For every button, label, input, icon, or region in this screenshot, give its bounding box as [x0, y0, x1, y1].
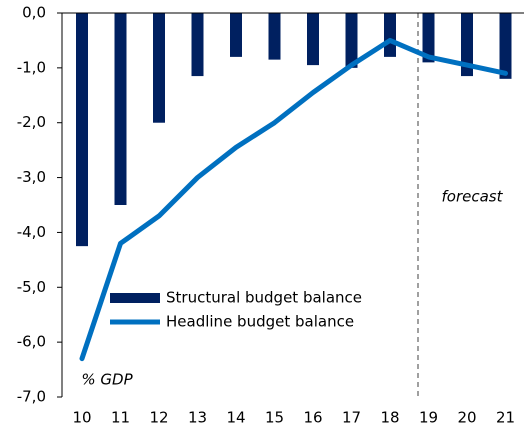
- line: [79, 37, 508, 362]
- x-tick-label: 13: [188, 409, 207, 427]
- y-tick-label: -3,0: [17, 168, 46, 186]
- bar: [268, 13, 281, 60]
- bar: [307, 13, 319, 66]
- bar: [499, 13, 512, 79]
- x-tick-label: 14: [226, 409, 245, 427]
- x-tick-label: 12: [149, 409, 168, 427]
- unit-label: % GDP: [81, 371, 133, 389]
- y-tick-label: -4,0: [17, 223, 46, 241]
- y-tick-label: -7,0: [17, 388, 46, 406]
- bar: [345, 13, 358, 68]
- bar: [153, 13, 165, 123]
- x-tick-label: 11: [111, 409, 130, 427]
- y-tick-label: -6,0: [17, 333, 46, 351]
- x-tick-label: 19: [419, 409, 438, 427]
- x-tick-label: 16: [303, 409, 322, 427]
- forecast-label: forecast: [442, 188, 504, 206]
- bar: [114, 13, 127, 205]
- x-tick-label: 20: [457, 409, 476, 427]
- y-tick-label: -1,0: [17, 58, 46, 76]
- x-tick-label: 17: [342, 409, 361, 427]
- y-tick-label: -5,0: [17, 278, 46, 296]
- x-tick-label: 18: [380, 409, 399, 427]
- legend-label: Headline budget balance: [166, 313, 354, 331]
- legend-swatch: [110, 293, 160, 303]
- bar: [191, 13, 204, 77]
- bar: [76, 13, 88, 247]
- bar: [461, 13, 473, 77]
- y-tick-label: -2,0: [17, 113, 46, 131]
- legend-label: Structural budget balance: [166, 289, 362, 307]
- bar: [422, 13, 435, 63]
- x-tick-label: 15: [265, 409, 284, 427]
- bar: [230, 13, 242, 57]
- bar: [384, 13, 396, 57]
- x-tick-label: 21: [496, 409, 515, 427]
- x-tick-label: 10: [72, 409, 91, 427]
- y-tick-label: 0,0: [22, 4, 46, 22]
